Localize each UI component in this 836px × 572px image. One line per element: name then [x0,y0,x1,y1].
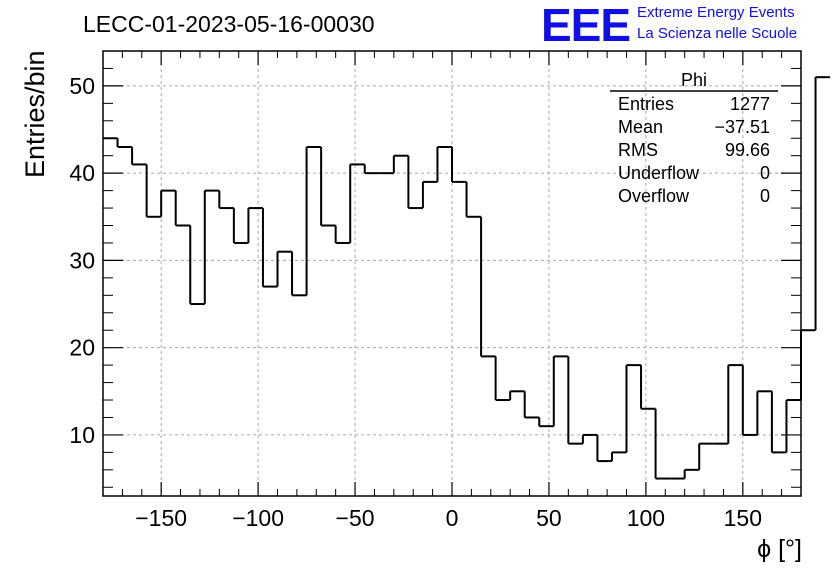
y-tick-label: 30 [69,247,95,273]
x-tick-label: 150 [724,505,762,531]
stats-row-value: −37.51 [714,117,770,137]
y-tick-label: 10 [69,422,95,448]
x-tick-label: 50 [536,505,562,531]
tick-labels: −150 −100 −50 0 50 100 150 10 20 30 40 50 [69,73,762,531]
grid-lines [103,51,801,496]
x-tick-label: 0 [446,505,459,531]
x-tick-label: 100 [627,505,665,531]
eee-logo: EEE Extreme Energy Events La Scienza nel… [541,0,797,51]
stats-row-label: Mean [618,117,663,137]
y-axis-label: Entries/bin [20,50,50,178]
x-tick-label: −150 [135,505,187,531]
histogram-series [103,76,831,480]
stats-row-value: 0 [760,163,770,183]
y-tick-label: 50 [69,73,95,99]
axis-ticks [102,50,802,496]
x-tick-label: −50 [336,505,375,531]
stats-row-label: Underflow [618,163,700,183]
x-tick-label: −100 [232,505,284,531]
stats-box: Phi Entries 1277 Mean −37.51 RMS 99.66 Underfl… [610,70,778,206]
x-axis-label: ϕ [°] [757,535,802,563]
stats-row-label: Entries [618,94,674,114]
y-tick-label: 20 [69,335,95,361]
y-tick-label: 40 [69,160,95,186]
stats-box-rows: Entries 1277 Mean −37.51 RMS 99.66 Underflow 0 O… [618,94,770,206]
stats-row-label: RMS [618,140,658,160]
eee-logo-mark: EEE [541,0,630,51]
stats-row-value: 99.66 [725,140,770,160]
eee-logo-line2: La Scienza nelle Scuole [637,25,797,42]
stats-box-title: Phi [681,70,707,90]
stats-row-value: 1277 [730,94,770,114]
eee-logo-line1: Extreme Energy Events [637,4,795,21]
stats-row-label: Overflow [618,186,690,206]
run-title: LECC-01-2023-05-16-00030 [83,11,375,37]
stats-row-value: 0 [760,186,770,206]
